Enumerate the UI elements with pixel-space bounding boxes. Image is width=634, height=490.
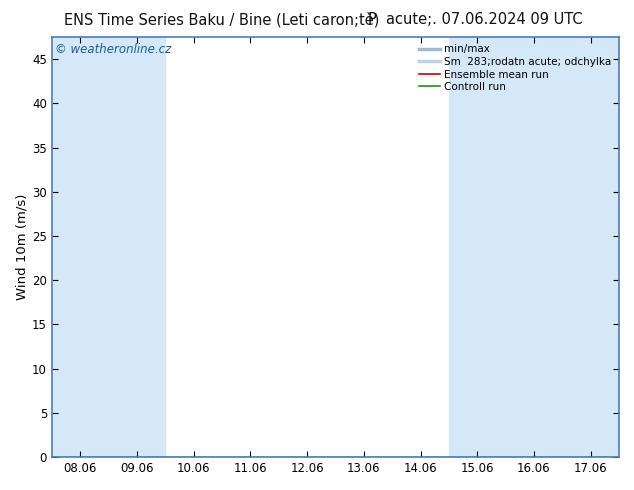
Bar xyxy=(52,37,165,457)
Bar xyxy=(449,37,562,457)
Text: ENS Time Series Baku / Bine (Leti caron;tě): ENS Time Series Baku / Bine (Leti caron;… xyxy=(64,12,380,28)
Bar xyxy=(562,37,619,457)
Y-axis label: Wind 10m (m/s): Wind 10m (m/s) xyxy=(15,194,28,300)
Text: © weatheronline.cz: © weatheronline.cz xyxy=(55,43,171,56)
Legend: min/max, Sm  283;rodatn acute; odchylka, Ensemble mean run, Controll run: min/max, Sm 283;rodatn acute; odchylka, … xyxy=(417,42,614,94)
Text: P  acute;. 07.06.2024 09 UTC: P acute;. 07.06.2024 09 UTC xyxy=(368,12,583,27)
